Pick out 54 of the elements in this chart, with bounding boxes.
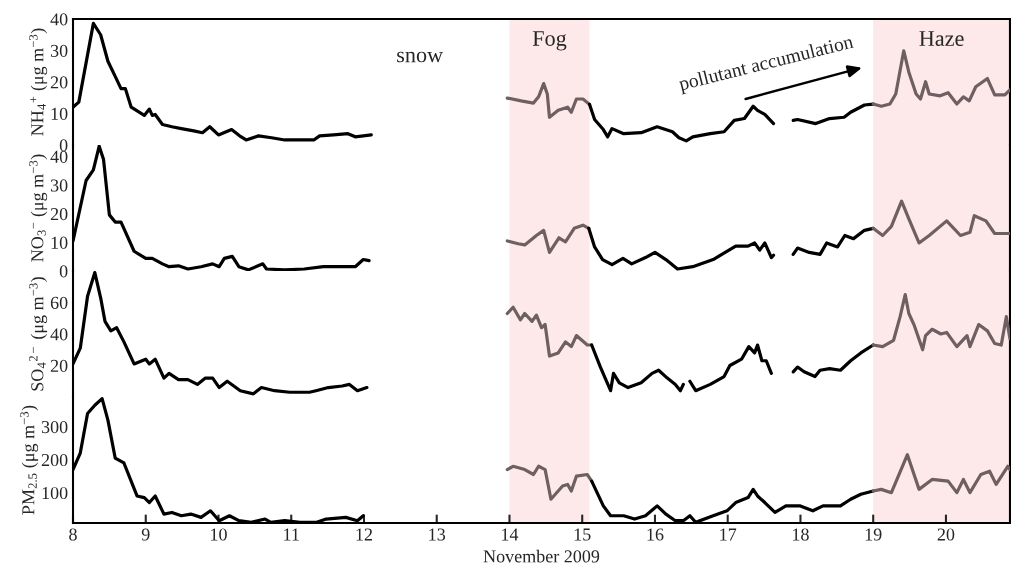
- band-label: Haze: [919, 31, 964, 46]
- y-tick-label: 30: [50, 179, 68, 192]
- line-series: [871, 199, 1010, 245]
- line-series: [871, 49, 1010, 108]
- y-tick-label: 20: [50, 76, 68, 89]
- y-tick-label: 30: [50, 44, 68, 57]
- line-series: [871, 293, 1010, 352]
- y-axis-title: NH$_{4}$$^{+}$ (μg m$^{−3}$): [29, 28, 48, 136]
- y-axis-title: SO$_{4}$$^{2−}$ (μg m$^{−3}$): [29, 277, 48, 391]
- line-series: [871, 453, 1010, 495]
- y-tick-label: 100: [42, 486, 68, 500]
- line-series: [505, 223, 591, 254]
- annotation: pollutant accumulation: [677, 34, 855, 95]
- y-tick-label: 40: [50, 328, 68, 341]
- band-label: Fog: [532, 31, 567, 51]
- y-tick-label: 200: [41, 453, 68, 467]
- line-series: [587, 226, 776, 271]
- y-tick-label: 10: [51, 107, 68, 120]
- y-tick-label: 60: [50, 296, 68, 309]
- x-tick-label: 14: [502, 528, 519, 541]
- x-tick-label: 10: [211, 528, 227, 541]
- x-tick-label: 15: [574, 528, 591, 541]
- line-series: [505, 305, 594, 358]
- line-series: [587, 102, 776, 143]
- line-series: [73, 21, 373, 142]
- x-tick-label: 20: [937, 528, 955, 541]
- y-tick-label: 40: [50, 150, 68, 163]
- line-series: [791, 343, 875, 379]
- y-axis-title: NO$_{3}$$^{−}$ (μg m$^{−3}$): [29, 154, 48, 262]
- y-axis-title: PM$_{2.5}$ (μg m$^{−3}$): [20, 405, 39, 515]
- x-tick-label: 8: [69, 528, 77, 541]
- x-tick-label: 13: [429, 528, 446, 541]
- annotation: snow: [397, 51, 444, 63]
- x-tick-label: 11: [284, 528, 299, 541]
- line-series: [791, 102, 875, 126]
- y-tick-label: 10: [51, 236, 68, 249]
- x-axis-title: November 2009: [483, 549, 600, 563]
- x-tick-label: 17: [720, 528, 737, 541]
- y-tick-label: 0: [59, 265, 68, 278]
- y-tick-label: 0: [59, 139, 68, 152]
- x-tick-label: 9: [141, 528, 150, 541]
- y-tick-label: 300: [41, 420, 68, 434]
- y-tick-label: 20: [50, 207, 68, 221]
- line-series: [505, 464, 594, 501]
- y-tick-label: 20: [50, 359, 68, 372]
- x-tick-label: 16: [647, 528, 664, 541]
- line-series: [73, 271, 369, 396]
- x-tick-label: 12: [356, 528, 373, 541]
- x-tick-label: 18: [793, 528, 809, 541]
- line-series: [791, 226, 875, 256]
- line-series: [505, 81, 592, 119]
- y-tick-label: 40: [50, 13, 68, 26]
- line-series: [73, 145, 371, 271]
- x-tick-label: 19: [865, 528, 882, 541]
